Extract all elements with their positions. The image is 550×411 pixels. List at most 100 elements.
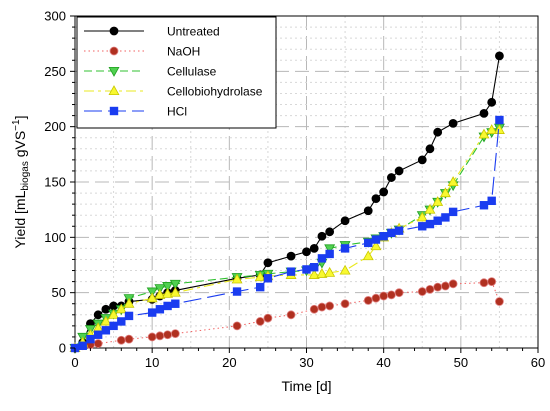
data-point (286, 310, 296, 320)
data-point (309, 243, 319, 253)
data-point (441, 213, 450, 222)
data-point (116, 335, 126, 345)
series-naoh (70, 277, 504, 353)
y-axis-label-sup: −1 (11, 119, 22, 131)
series-cellulase (69, 123, 505, 354)
legend-label: HCl (167, 105, 187, 119)
data-point (394, 226, 404, 235)
data-point (417, 155, 427, 165)
data-point (154, 284, 166, 295)
data-point (486, 124, 498, 134)
data-point (424, 203, 436, 214)
data-point (169, 279, 181, 290)
data-point (364, 238, 373, 248)
series-layer (69, 51, 505, 354)
x-tick-label: 50 (454, 355, 468, 370)
data-point (339, 264, 351, 275)
y-tick-label: 150 (44, 175, 66, 190)
data-point (394, 288, 404, 298)
data-point (101, 326, 111, 335)
grid-lines (75, 16, 538, 348)
data-point (495, 115, 504, 125)
data-point (115, 303, 127, 314)
data-point (387, 228, 396, 238)
data-point (425, 284, 435, 294)
data-point (417, 287, 427, 296)
data-point (325, 227, 335, 237)
data-point (324, 266, 336, 277)
data-point (495, 297, 504, 306)
data-point (108, 308, 120, 319)
data-point (363, 296, 373, 305)
data-point (448, 207, 458, 217)
y-tick-label: 100 (44, 230, 66, 245)
data-point (310, 263, 319, 272)
data-point (124, 311, 134, 321)
axes-layer: 0 10 20 30 40 50 60 0 50 100 150 200 250 300 (44, 9, 545, 371)
data-point (309, 304, 319, 314)
data-point (302, 247, 311, 257)
y-tick-label: 250 (44, 64, 66, 79)
data-point (100, 315, 112, 326)
data-point (147, 332, 157, 342)
x-tick-label: 60 (531, 355, 545, 370)
data-point (232, 321, 242, 331)
data-point (255, 282, 265, 292)
data-point (255, 317, 265, 326)
data-point (123, 297, 135, 308)
x-tick-label: 20 (222, 355, 236, 370)
data-point (479, 108, 489, 118)
data-point (394, 166, 404, 176)
data-point (379, 232, 388, 241)
data-point (163, 330, 173, 340)
data-point (302, 265, 311, 274)
data-point (479, 201, 489, 210)
data-point (263, 313, 273, 323)
data-point (363, 206, 373, 216)
data-point (487, 196, 496, 206)
series-untreated (70, 51, 504, 353)
legend-label: Cellulase (167, 65, 217, 79)
data-point (362, 250, 374, 261)
x-axis-label: Time [d] (281, 378, 331, 394)
data-point (101, 304, 111, 314)
data-point (254, 271, 266, 282)
y-tick-label: 200 (44, 119, 66, 134)
data-point (147, 308, 157, 317)
legend-marker (108, 85, 120, 95)
data-point (93, 330, 103, 339)
data-point (493, 124, 505, 134)
data-point (433, 127, 443, 137)
data-point (263, 258, 273, 268)
data-point (78, 341, 87, 350)
legend-marker (108, 67, 120, 77)
data-point (448, 279, 458, 289)
data-point (155, 305, 165, 314)
data-point (379, 291, 389, 301)
legend-marker (109, 106, 119, 116)
series-hcl (70, 115, 504, 353)
data-point (163, 301, 172, 311)
data-point (386, 290, 396, 300)
y-tick-label: 50 (52, 285, 66, 300)
x-tick-label: 40 (376, 355, 390, 370)
legend-item: HCl (84, 105, 187, 119)
legend-marker (109, 26, 119, 36)
data-point (169, 286, 181, 297)
legend-item: Untreated (84, 25, 220, 39)
data-point (432, 196, 444, 206)
data-point (286, 267, 296, 276)
data-point (86, 334, 95, 344)
data-point (170, 329, 180, 339)
data-point (495, 51, 504, 61)
data-point (340, 299, 350, 309)
x-tick-label: 0 (71, 355, 78, 370)
data-point (447, 176, 459, 187)
legend-item: NaOH (84, 45, 200, 59)
data-point (109, 321, 118, 331)
y-tick-label: 300 (44, 9, 66, 24)
data-point (325, 301, 335, 311)
y-axis-label-end: ] (12, 116, 28, 120)
legend: Untreated NaOH Cellulase Cellobiohydrolase H… (76, 16, 277, 129)
legend-label: Untreated (167, 25, 220, 39)
